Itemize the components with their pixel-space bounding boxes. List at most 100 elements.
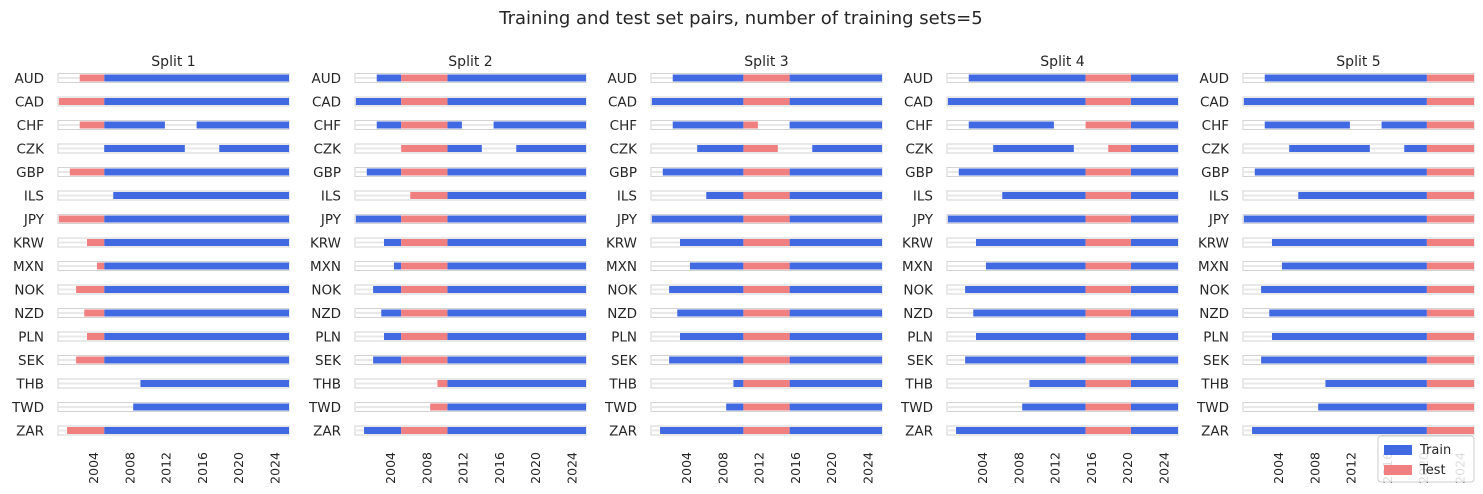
train-bar <box>789 98 882 105</box>
currency-label-ils: ILS <box>617 189 637 205</box>
test-bar <box>1426 309 1474 317</box>
test-bar <box>430 403 448 411</box>
currency-label-thb: THB <box>1200 377 1229 393</box>
test-bar <box>743 356 790 364</box>
test-bar <box>743 239 790 246</box>
test-bar <box>1426 98 1474 105</box>
train-bar <box>104 356 289 364</box>
train-bar <box>104 286 289 293</box>
train-bar <box>965 356 1086 364</box>
train-bar <box>1252 427 1427 434</box>
currency-label-chf: CHF <box>1202 118 1229 134</box>
currency-label-jpy: JPY <box>23 212 45 228</box>
currency-label-aud: AUD <box>607 71 637 87</box>
currency-label-zar: ZAR <box>1201 424 1229 440</box>
currency-label-cad: CAD <box>312 95 341 111</box>
train-bar <box>965 286 1086 293</box>
currency-label-nzd: NZD <box>311 306 341 322</box>
x-tick-label: 2024 <box>1156 452 1171 484</box>
currency-label-krw: KRW <box>13 236 44 252</box>
train-bar <box>447 121 462 129</box>
train-bar <box>1325 380 1427 387</box>
currency-label-nok: NOK <box>903 283 934 299</box>
x-tick-label: 2024 <box>860 452 875 484</box>
train-bar <box>1130 262 1178 270</box>
test-bar <box>1426 215 1474 223</box>
train-bar <box>1130 403 1178 411</box>
currency-label-nzd: NZD <box>903 306 933 322</box>
train-bar <box>104 427 289 434</box>
test-bar <box>401 427 448 434</box>
train-bar <box>958 168 1086 176</box>
currency-label-ils: ILS <box>913 189 933 205</box>
test-bar <box>1426 239 1474 246</box>
train-bar <box>669 356 744 364</box>
train-bar <box>1130 380 1178 387</box>
chart-title: Training and test set pairs, number of t… <box>498 8 982 29</box>
currency-label-cad: CAD <box>15 95 44 111</box>
train-bar <box>196 121 289 129</box>
legend-test-label: Test <box>1419 463 1446 478</box>
test-bar <box>1426 427 1474 434</box>
train-bar <box>376 121 402 129</box>
currency-label-thb: THB <box>608 377 637 393</box>
panel-split-3: Split 3 AUD CAD CHF CZK GBP ILS JPY KRW MXN NOK NZD… <box>604 54 883 484</box>
test-bar <box>1426 74 1474 82</box>
train-bar <box>447 309 586 317</box>
train-bar <box>789 356 882 364</box>
train-bar <box>493 121 586 129</box>
currency-label-jpy: JPY <box>616 212 638 228</box>
x-tick-label: 2020 <box>1120 452 1135 484</box>
train-bar <box>789 168 882 176</box>
panels: Split 1 AUD CAD CHF CZK GBP ILS JPY KRW MXN NOK NZD… <box>11 54 1475 484</box>
train-bar <box>975 333 1086 340</box>
panel-title: Split 4 <box>1040 54 1084 70</box>
currency-label-aud: AUD <box>903 71 933 87</box>
currency-label-pln: PLN <box>315 330 341 346</box>
x-tick-label: 2004 <box>975 452 990 484</box>
train-bar <box>1289 145 1370 152</box>
train-bar <box>993 145 1074 152</box>
train-bar <box>447 239 586 246</box>
currency-label-krw: KRW <box>310 236 341 252</box>
currency-label-gbp: GBP <box>905 165 933 181</box>
train-bar <box>447 215 586 223</box>
train-bar <box>1243 215 1427 223</box>
test-bar <box>743 98 790 105</box>
train-bar <box>104 98 289 105</box>
train-bar <box>1261 356 1427 364</box>
currency-label-pln: PLN <box>18 330 44 346</box>
panel-title: Split 5 <box>1336 54 1380 70</box>
train-bar <box>689 262 744 270</box>
panel-split-4: Split 4 AUD CAD CHF CZK GBP ILS JPY KRW MXN NOK NZD… <box>900 54 1179 484</box>
test-bar <box>743 309 790 317</box>
train-bar <box>133 403 289 411</box>
train-bar <box>679 333 744 340</box>
x-tick-label: 2020 <box>528 452 543 484</box>
train-bar <box>973 309 1086 317</box>
currency-label-twd: TWD <box>1196 400 1229 416</box>
test-bar <box>743 121 758 129</box>
train-bar <box>1029 380 1086 387</box>
test-bar <box>410 192 448 199</box>
train-bar <box>104 215 289 223</box>
currency-label-ils: ILS <box>1209 189 1229 205</box>
row-unused <box>355 124 586 126</box>
train-bar <box>662 168 744 176</box>
train-bar <box>1130 239 1178 246</box>
x-tick-label: 2012 <box>159 452 174 484</box>
x-tick-label: 2008 <box>419 452 434 484</box>
test-bar <box>79 74 105 82</box>
test-bar <box>86 333 105 340</box>
currency-label-cad: CAD <box>904 95 933 111</box>
train-bar <box>104 168 289 176</box>
test-bar <box>1085 98 1131 105</box>
test-bar <box>1426 145 1474 152</box>
test-bar <box>79 121 105 129</box>
currency-label-twd: TWD <box>900 400 933 416</box>
train-bar <box>364 427 402 434</box>
currency-label-mxn: MXN <box>13 259 44 275</box>
panel-split-2: Split 2 AUD CAD CHF CZK GBP ILS JPY KRW MXN NOK NZD… <box>308 54 587 484</box>
train-bar <box>706 192 744 199</box>
row-unused <box>1243 124 1474 126</box>
